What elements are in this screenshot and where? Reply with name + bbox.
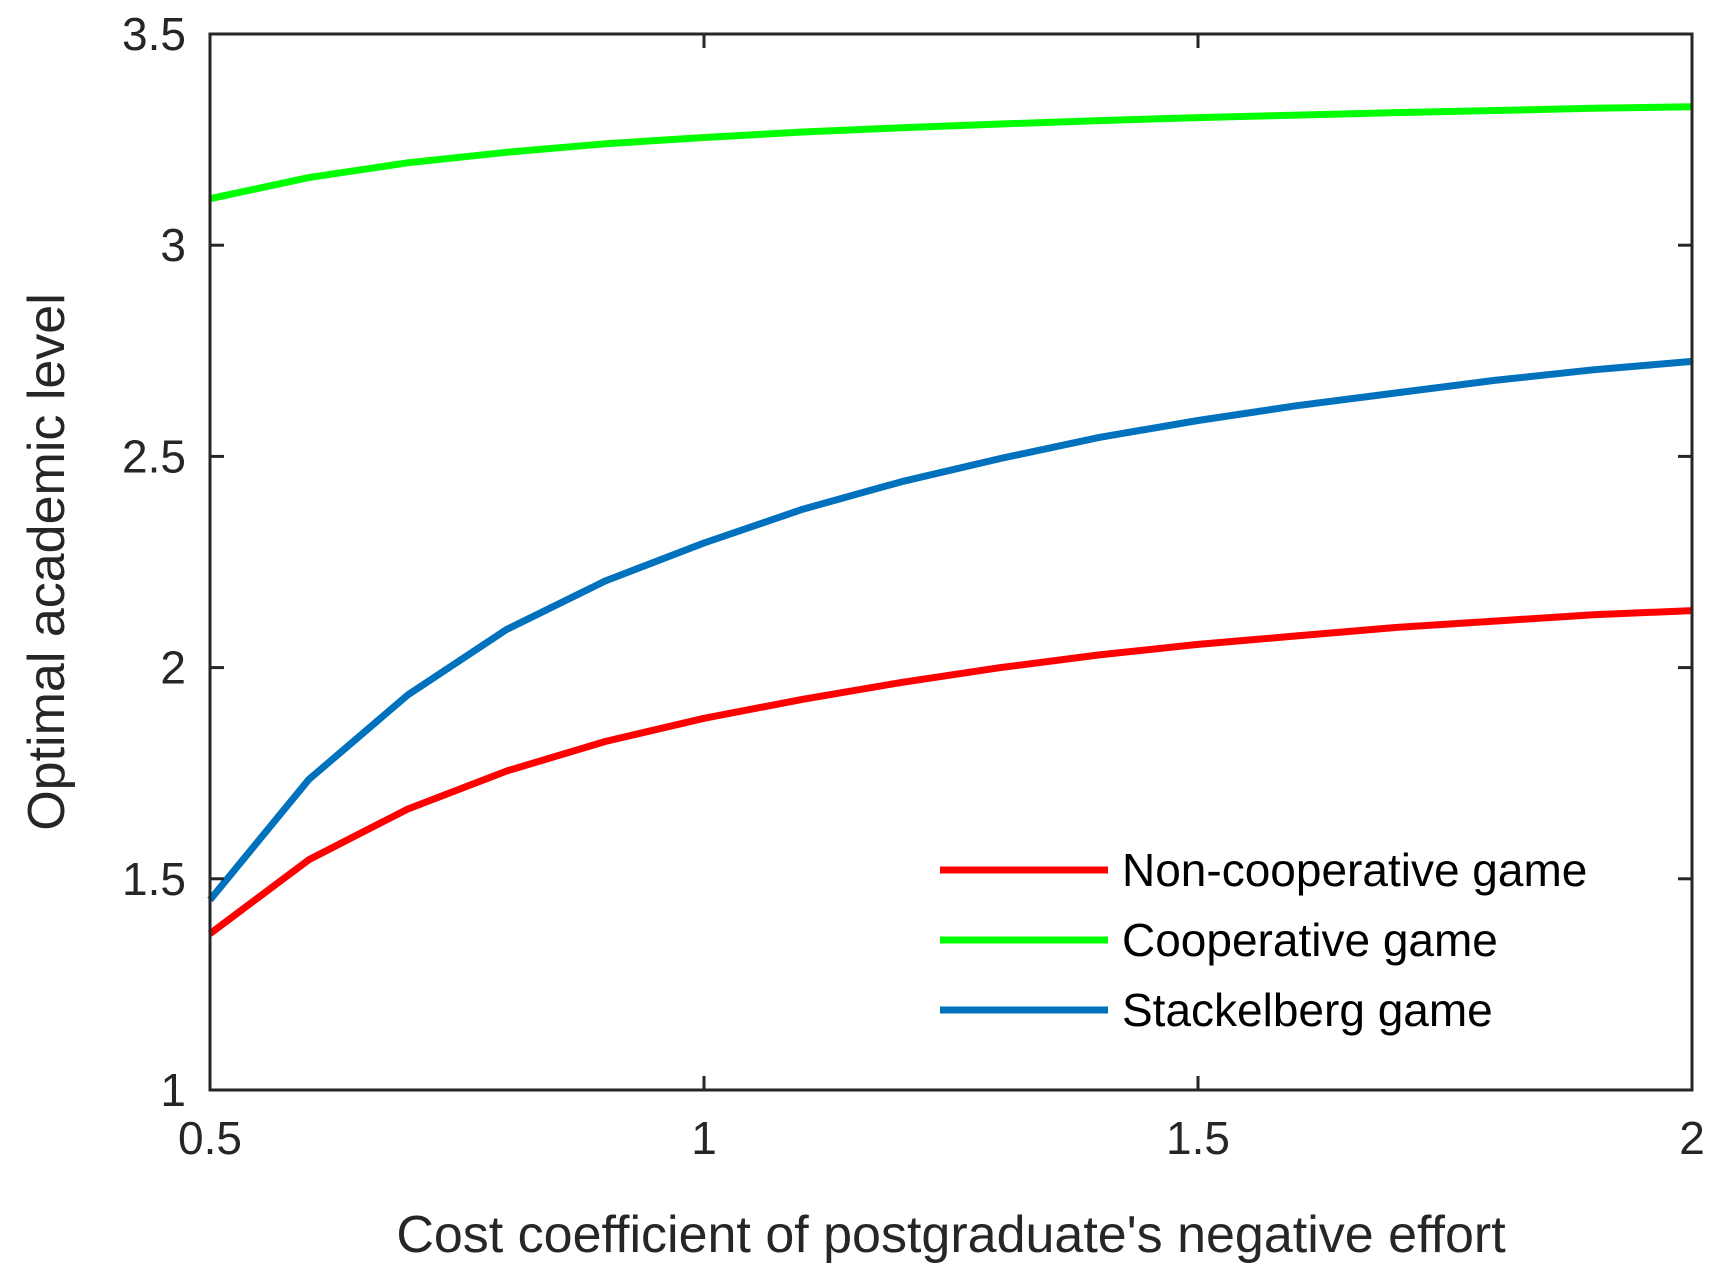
x-axis-label: Cost coefficient of postgraduate's negat…	[396, 1206, 1506, 1264]
series-line-3	[207, 357, 1693, 903]
x-tick-label: 1.5	[1166, 1112, 1230, 1164]
y-tick-label: 3	[160, 219, 186, 271]
legend-label: Cooperative game	[1122, 914, 1498, 966]
x-tick-label: 2	[1679, 1112, 1705, 1164]
x-tick-label: 0.5	[178, 1112, 242, 1164]
plot-area-frame	[208, 32, 1694, 1092]
tick-labels: 0.5 1 1.5 211.522.533.5	[122, 8, 1705, 1164]
y-tick-label: 2	[160, 642, 186, 694]
axis-ticks	[208, 32, 1694, 1092]
legend-label: Stackelberg game	[1122, 984, 1493, 1036]
legend: Non-cooperative game Cooperative game Stac…	[940, 844, 1587, 1036]
series-line-1	[207, 607, 1693, 937]
y-tick-label: 1	[160, 1064, 186, 1116]
legend-label: Non-cooperative game	[1122, 844, 1587, 896]
y-tick-label: 2.5	[122, 430, 186, 482]
series-line-2	[209, 103, 1693, 203]
x-tick-label: 1	[691, 1112, 717, 1164]
y-axis-label: Optimal academic level	[18, 293, 76, 831]
y-tick-label: 3.5	[122, 8, 186, 60]
series-layer	[207, 103, 1693, 937]
y-tick-label: 1.5	[122, 853, 186, 905]
